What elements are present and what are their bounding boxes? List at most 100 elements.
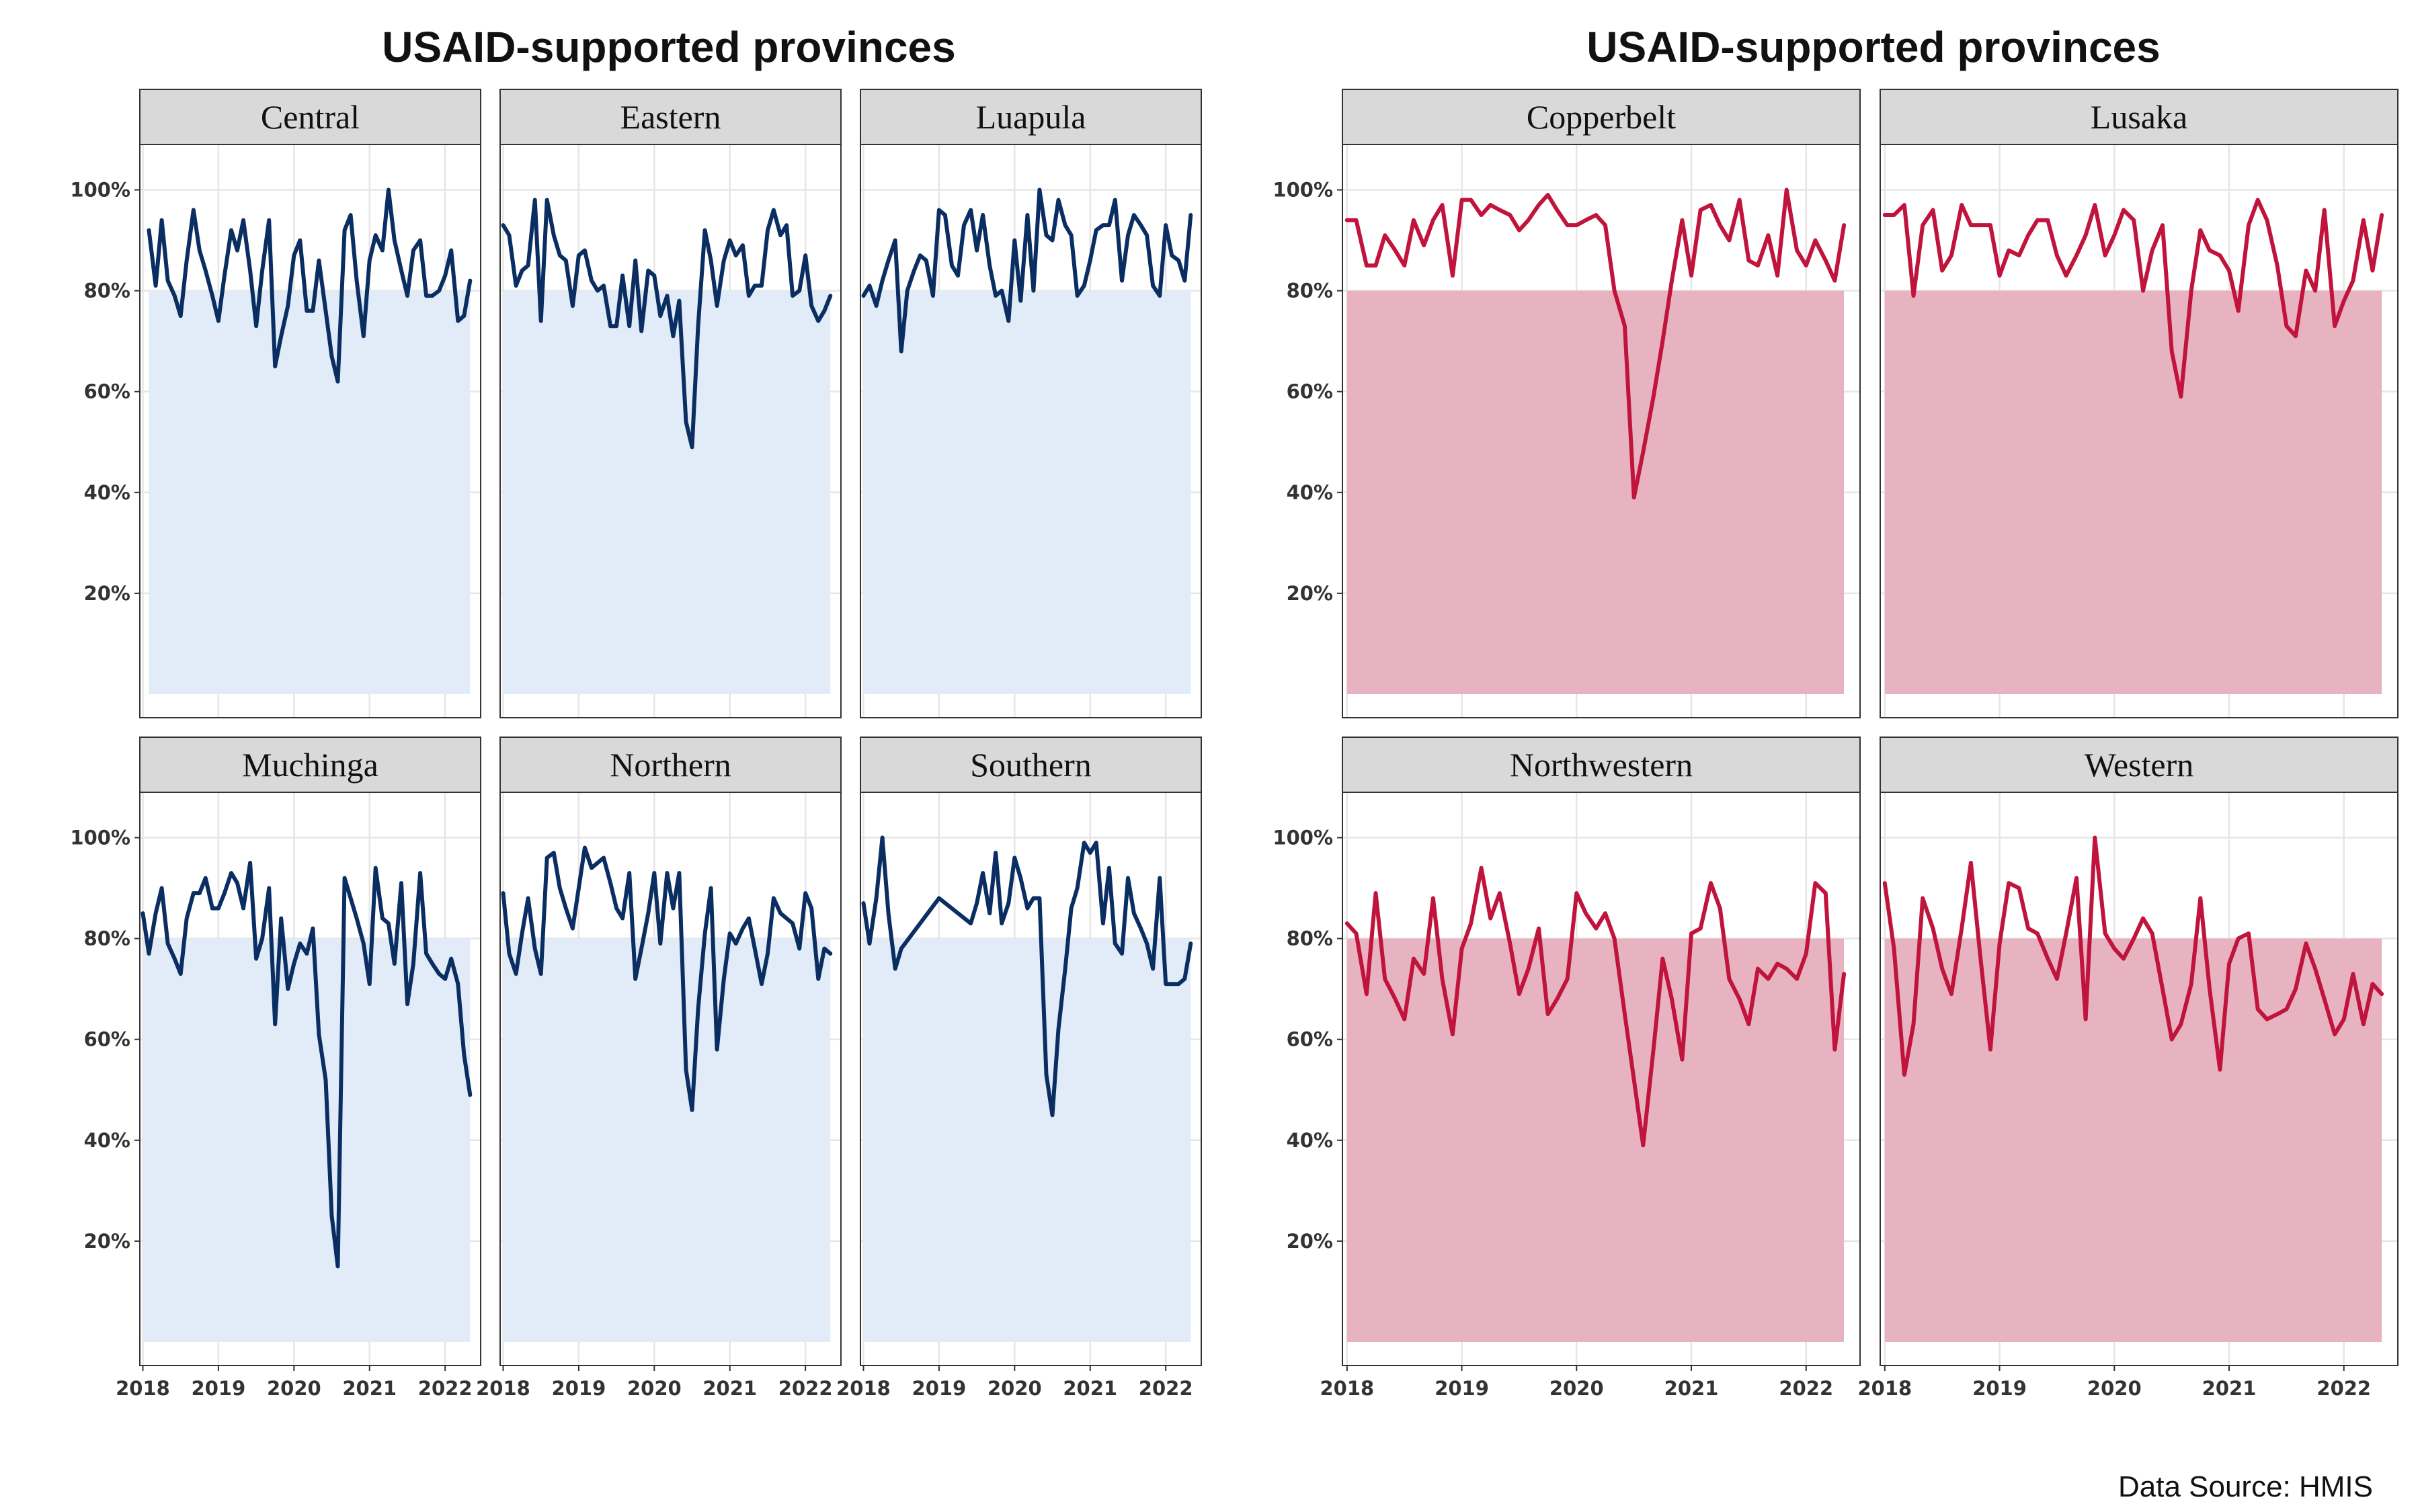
panel-strip-label: Eastern	[620, 98, 721, 136]
panel-strip	[860, 89, 1202, 145]
x-tick-label: 2018	[116, 1377, 170, 1400]
x-tick-label: 2020	[987, 1377, 1042, 1400]
x-tick-label: 2021	[702, 1377, 757, 1400]
series-line-lusaka	[1882, 198, 2384, 399]
panel-shading	[143, 938, 471, 1342]
data-source-note: Data Source: HMIS	[2118, 1470, 2373, 1503]
y-tick-label: 20%	[1287, 582, 1333, 605]
figure-title: USAID-supported provinces	[1586, 23, 2160, 71]
panel-strip-label: Southern	[970, 746, 1092, 784]
y-tick-label: 100%	[70, 179, 130, 202]
figure-title: USAID-supported provinces	[382, 23, 955, 71]
y-tick-label: 40%	[84, 481, 130, 504]
panel-copperbelt: Copperbelt 20% 40% 60% 80% 100%	[1273, 89, 1861, 718]
panel-strip	[1880, 737, 2398, 793]
panel-strip-label: Copperbelt	[1527, 98, 1676, 136]
y-tick-label: 60%	[1287, 380, 1333, 403]
x-tick-label: 2018	[836, 1377, 891, 1400]
panel-eastern: Eastern	[499, 89, 842, 718]
panel-western: Western 2018 2019 2020 2021 2022	[1857, 737, 2398, 1400]
panel-shading	[863, 938, 1191, 1342]
x-tick-label: 2020	[627, 1377, 682, 1400]
series-line-southern	[861, 835, 1193, 1118]
panel-muchinga: Muchinga 20% 40% 60% 80% 100% 2018 2019 2020 2021…	[70, 737, 481, 1400]
x-tick-label: 2019	[552, 1377, 606, 1400]
x-tick-label: 2020	[267, 1377, 321, 1400]
x-tick-label: 2022	[2316, 1377, 2371, 1400]
x-tick-label: 2020	[2087, 1377, 2142, 1400]
y-tick-label: 60%	[84, 1028, 130, 1051]
series-line-eastern	[501, 198, 833, 450]
y-tick-label: 40%	[1287, 1129, 1333, 1152]
y-tick-label: 80%	[84, 280, 130, 302]
series-line-northern	[501, 845, 833, 1112]
y-tick-label: 20%	[1287, 1230, 1333, 1253]
panel-northern: Northern 2018 2019 2020 2021 2022	[476, 737, 842, 1400]
panel-strip-label: Lusaka	[2091, 98, 2187, 136]
y-tick-label: 80%	[1287, 927, 1333, 950]
panel-border	[1880, 792, 2398, 1366]
panel-shading	[1884, 290, 2382, 695]
panel-shading	[1884, 938, 2382, 1342]
panel-strip-label: Northern	[610, 746, 731, 784]
y-tick-label: 80%	[1287, 280, 1333, 302]
panel-strip-label: Northwestern	[1510, 746, 1693, 784]
x-tick-label: 2022	[778, 1377, 833, 1400]
panel-border	[499, 144, 842, 718]
x-tick-label: 2022	[1139, 1377, 1193, 1400]
y-tick-label: 40%	[84, 1129, 130, 1152]
series-line-central	[147, 187, 473, 384]
panel-strip-label: Luapula	[976, 98, 1086, 136]
x-tick-label: 2019	[1972, 1377, 2027, 1400]
y-tick-label: 20%	[84, 1230, 130, 1253]
series-line-western	[1882, 835, 2384, 1077]
panel-border	[1880, 144, 2398, 718]
panel-northwestern: Northwestern 20% 40% 60% 80% 100% 2018 2019 2020…	[1273, 737, 1861, 1400]
x-tick-label: 2019	[192, 1377, 246, 1400]
panel-border	[860, 144, 1202, 718]
panel-border	[139, 792, 481, 1366]
panel-strip	[1880, 89, 2398, 145]
series-line-muchinga	[140, 861, 473, 1269]
panel-shading	[863, 290, 1191, 695]
y-tick-label: 100%	[1273, 179, 1333, 202]
panel-southern: Southern 2018 2019 2020 2021 2022	[836, 737, 1202, 1400]
x-tick-label: 2021	[1063, 1377, 1117, 1400]
figure-1: USAID-supported provinces Central 20% 40% 60…	[70, 23, 1202, 1400]
y-tick-label: 60%	[84, 380, 130, 403]
panel-border	[499, 792, 842, 1366]
x-tick-label: 2018	[1320, 1377, 1374, 1400]
x-tick-label: 2019	[1435, 1377, 1489, 1400]
x-tick-label: 2020	[1549, 1377, 1604, 1400]
y-tick-label: 100%	[1273, 827, 1333, 849]
figure-2: USAID-supported provinces Copperbelt 20% 40…	[1273, 23, 2398, 1400]
panel-strip-label: Muchinga	[242, 746, 378, 784]
y-tick-label: 40%	[1287, 481, 1333, 504]
panel-shading	[1346, 290, 1845, 695]
x-tick-label: 2022	[418, 1377, 473, 1400]
panel-lusaka: Lusaka	[1880, 89, 2398, 718]
panel-strip-label: Central	[261, 98, 360, 136]
x-tick-label: 2018	[476, 1377, 530, 1400]
x-tick-label: 2019	[912, 1377, 967, 1400]
panel-border	[139, 144, 481, 718]
panel-luapula: Luapula	[860, 89, 1202, 718]
series-line-luapula	[861, 187, 1193, 353]
y-tick-label: 20%	[84, 582, 130, 605]
panel-shading	[503, 938, 831, 1342]
series-line-copperbelt	[1344, 187, 1847, 500]
y-tick-label: 80%	[84, 927, 130, 950]
panel-central: Central 20% 40% 60% 80% 100%	[70, 89, 481, 718]
panel-strip-label: Western	[2085, 746, 2194, 784]
panel-border	[1342, 144, 1861, 718]
panel-border	[1342, 792, 1861, 1366]
panel-strip	[139, 89, 481, 145]
x-tick-label: 2021	[1664, 1377, 1719, 1400]
y-tick-label: 100%	[70, 827, 130, 849]
panel-shading	[503, 290, 831, 695]
series-line-northwestern	[1344, 866, 1847, 1148]
x-tick-label: 2021	[2202, 1377, 2257, 1400]
panel-shading	[149, 290, 471, 695]
y-tick-label: 60%	[1287, 1028, 1333, 1051]
